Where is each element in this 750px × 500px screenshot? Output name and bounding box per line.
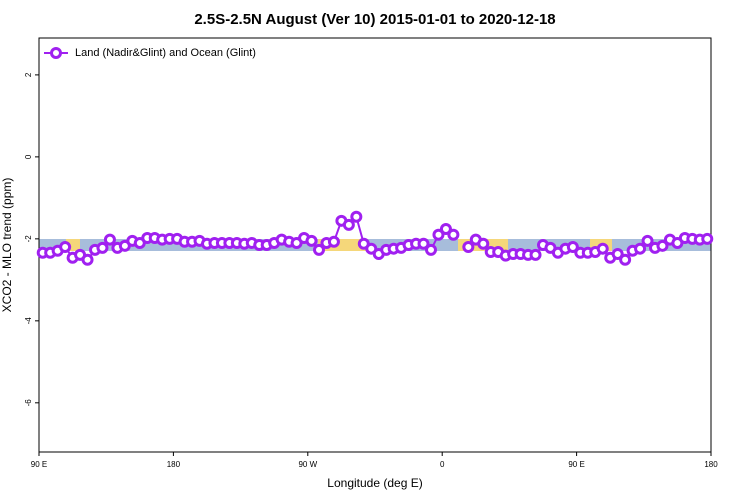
data-point	[342, 218, 355, 231]
chart-title: 2.5S-2.5N August (Ver 10) 2015-01-01 to …	[194, 11, 555, 28]
data-point	[81, 253, 94, 266]
data-point	[432, 228, 445, 241]
data-point	[566, 241, 579, 254]
data-point	[447, 228, 460, 241]
y-tick-label: -4	[24, 317, 33, 325]
y-tick-label: 0	[24, 154, 33, 159]
legend: Land (Nadir&Glint) and Ocean (Glint)	[44, 47, 256, 59]
y-axis-label: XCO2 - MLO trend (ppm)	[0, 178, 14, 313]
x-tick-label: 90 W	[298, 460, 317, 469]
plot-frame	[38, 37, 712, 453]
data-point	[103, 233, 116, 246]
y-tick-label: -2	[24, 235, 33, 243]
data-point	[350, 210, 363, 223]
data-point	[611, 248, 624, 261]
y-tick-label: 2	[24, 72, 33, 77]
x-axis-label: Longitude (deg E)	[327, 476, 422, 490]
x-tick-label: 90 E	[31, 460, 47, 469]
y-tick-label: -6	[24, 399, 33, 407]
legend-marker	[50, 47, 62, 59]
legend-label: Land (Nadir&Glint) and Ocean (Glint)	[75, 47, 256, 59]
data-point	[425, 243, 437, 256]
data-point	[417, 237, 430, 250]
data-point	[619, 253, 632, 266]
data-point	[327, 235, 340, 248]
x-tick-label: 90 E	[568, 460, 584, 469]
data-point	[477, 237, 490, 250]
data-point	[529, 248, 542, 261]
data-point	[596, 242, 609, 255]
data-point	[701, 232, 714, 245]
data-point	[96, 241, 109, 254]
data-point	[462, 241, 475, 254]
x-tick-label: 180	[167, 460, 181, 469]
data-point	[59, 241, 72, 254]
x-tick-label: 0	[440, 460, 445, 469]
data-point	[365, 242, 378, 255]
data-point	[634, 242, 647, 255]
x-tick-label: 180	[704, 460, 718, 469]
data-point	[641, 234, 654, 247]
data-point	[313, 243, 325, 256]
data-point	[439, 223, 452, 236]
data-point	[305, 234, 318, 247]
data-point	[656, 239, 669, 252]
